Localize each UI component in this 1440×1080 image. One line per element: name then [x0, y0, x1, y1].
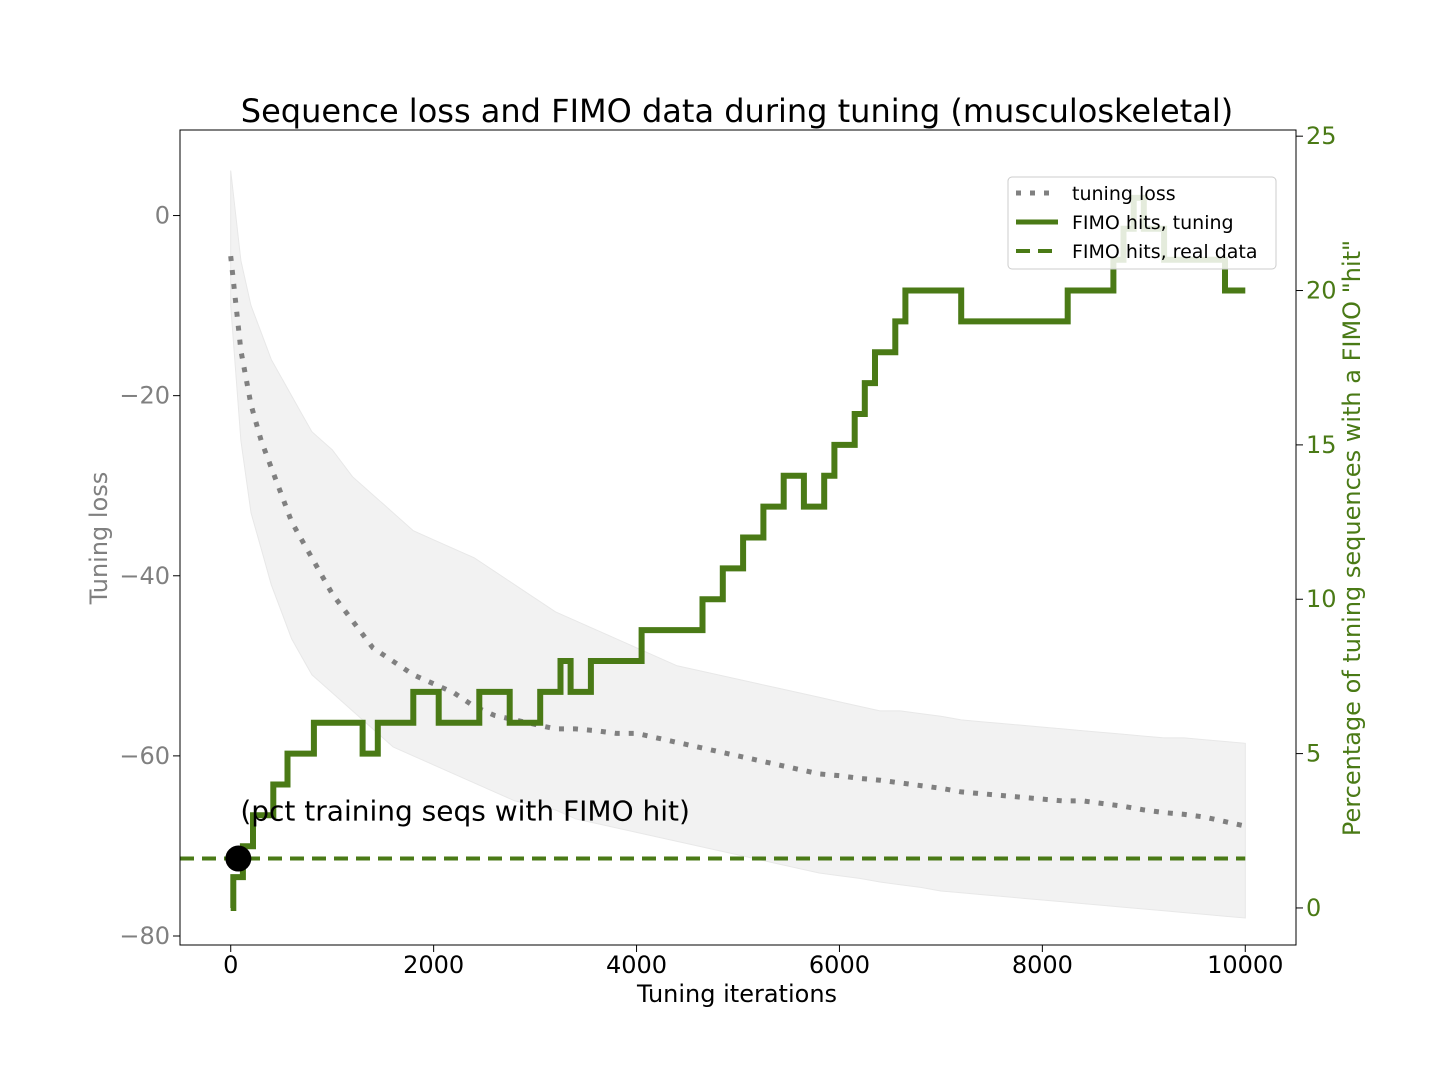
x-tick-label: 2000 — [403, 951, 464, 979]
right-y-tick-label: 15 — [1306, 431, 1337, 459]
x-axis: 0 2000 4000 6000 8000 10000 — [223, 945, 1283, 979]
right-y-tick-label: 5 — [1306, 740, 1321, 768]
annotation: (pct training seqs with FIMO hit) — [225, 795, 690, 872]
left-y-tick-label: −40 — [119, 562, 170, 590]
x-tick-label: 8000 — [1012, 951, 1073, 979]
left-y-axis: 0 −20 −40 −60 −80 — [119, 202, 180, 950]
x-tick-label: 0 — [223, 951, 238, 979]
x-tick-label: 10000 — [1207, 951, 1283, 979]
legend-box — [1007, 176, 1277, 270]
plot-frame — [179, 129, 1297, 946]
x-axis-title: Tuning iterations — [636, 980, 837, 1008]
loss-band-area — [230, 170, 1246, 919]
annotation-text: (pct training seqs with FIMO hit) — [240, 795, 690, 828]
left-y-tick-label: −80 — [119, 922, 170, 950]
right-y-tick-label: 0 — [1306, 894, 1321, 922]
loss-series — [228, 255, 1246, 829]
right-y-axis-title: Percentage of tuning sequences with a FI… — [1338, 240, 1366, 836]
legend-label-loss: tuning loss — [1072, 183, 1176, 205]
left-y-axis-title: Tuning loss — [85, 472, 113, 606]
fimo-tuning-line — [230, 194, 1246, 911]
x-tick-label: 4000 — [606, 951, 667, 979]
right-y-axis: 0 5 10 15 20 25 — [1296, 122, 1337, 922]
left-y-tick-label: −20 — [119, 382, 170, 410]
annotation-marker — [225, 845, 252, 872]
left-y-tick-label: 0 — [155, 202, 170, 230]
legend-label-fimo-real: FIMO hits, real data — [1072, 241, 1258, 263]
legend-label-fimo-tuning: FIMO hits, tuning — [1072, 212, 1234, 234]
right-y-tick-label: 20 — [1306, 277, 1337, 305]
right-y-tick-label: 10 — [1306, 585, 1337, 613]
legend: tuning loss FIMO hits, tuning FIMO hits,… — [1007, 176, 1277, 270]
loss-line — [228, 255, 1246, 829]
left-y-tick-label: −60 — [119, 742, 170, 770]
right-y-tick-label: 25 — [1306, 122, 1337, 150]
fimo-tuning-series — [230, 194, 1246, 911]
chart-title: Sequence loss and FIMO data during tunin… — [241, 92, 1233, 130]
loss-std-band — [230, 170, 1246, 919]
x-tick-label: 6000 — [809, 951, 870, 979]
